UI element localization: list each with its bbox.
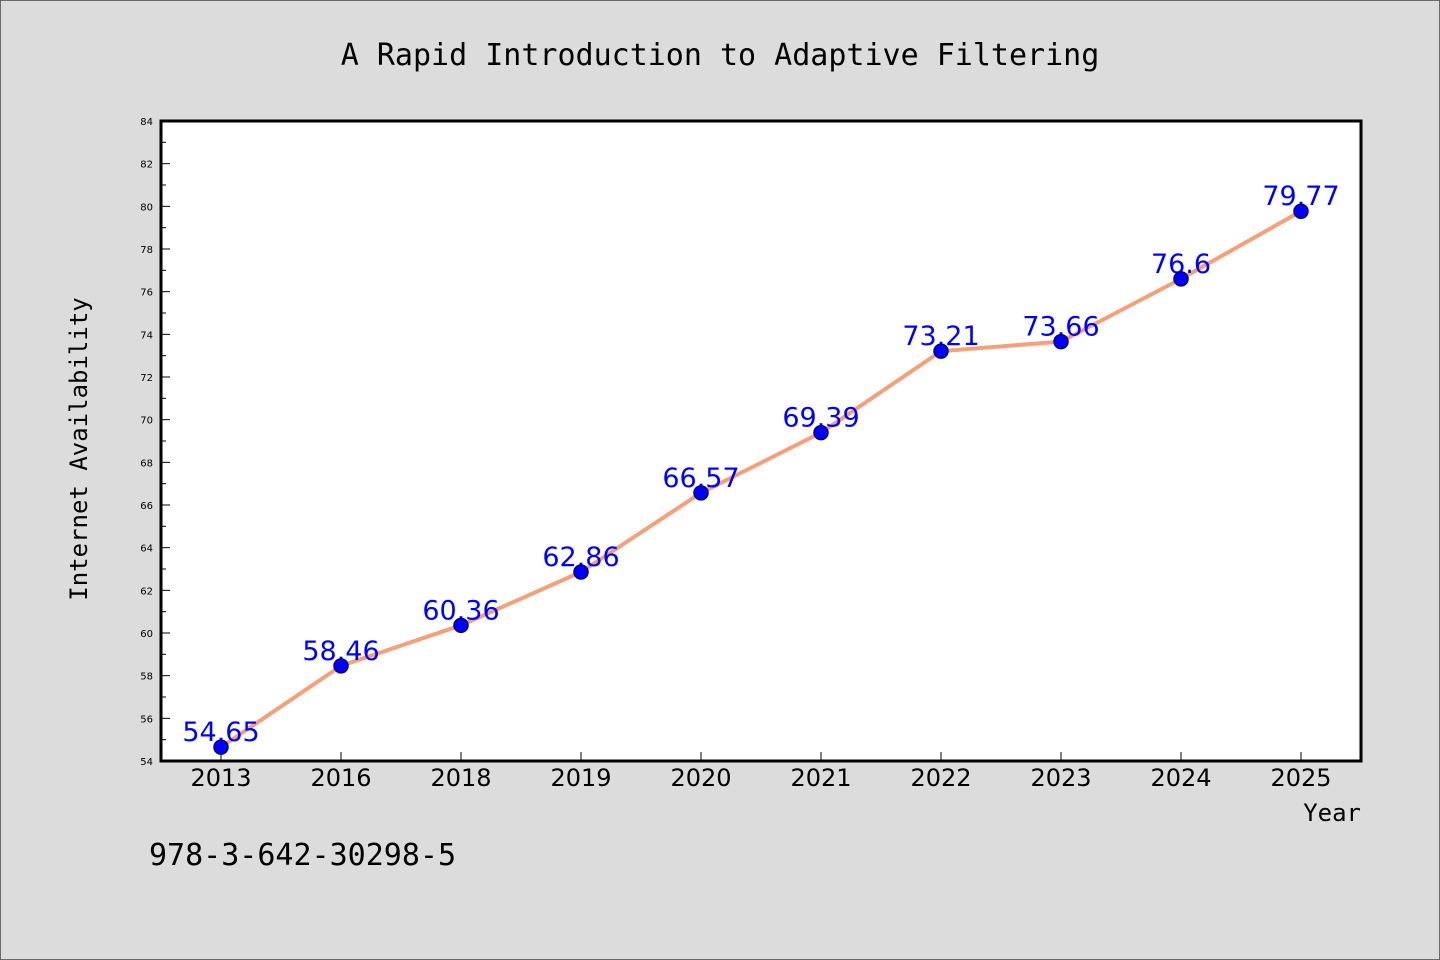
data-point xyxy=(453,617,469,634)
y-tick-label: 84 xyxy=(140,117,153,128)
data-point xyxy=(933,343,949,359)
plot-frame xyxy=(159,119,1363,763)
x-tick-label: 2013 xyxy=(190,764,251,792)
y-tick-label: 76 xyxy=(140,288,153,299)
chart-title: A Rapid Introduction to Adaptive Filteri… xyxy=(341,38,1100,73)
y-tick-label: 78 xyxy=(140,245,153,256)
y-tick-label: 60 xyxy=(140,629,153,640)
isbn-annotation: 978-3-642-30298-5 xyxy=(149,838,456,873)
x-tick-label: 2019 xyxy=(550,764,611,792)
x-tick-label: 2016 xyxy=(310,764,371,792)
y-tick-label: 80 xyxy=(140,202,153,213)
data-point xyxy=(813,424,829,441)
y-tick-label: 54 xyxy=(140,757,153,768)
series-line xyxy=(219,209,1303,750)
y-tick-label: 58 xyxy=(140,672,153,683)
data-point xyxy=(573,564,589,580)
y-tick-label: 62 xyxy=(140,586,153,597)
x-axis: 2013 2016 2018 2019 2020 2021 2022 2023 2024 2025 xyxy=(190,752,1332,792)
x-tick-label: 2024 xyxy=(1150,764,1211,792)
x-axis-label: Year xyxy=(1303,799,1361,827)
y-tick-label: 74 xyxy=(140,330,153,341)
x-tick-label: 2022 xyxy=(910,764,971,792)
data-point xyxy=(1053,333,1069,350)
x-tick-label: 2023 xyxy=(1030,764,1091,792)
x-tick-label: 2025 xyxy=(1270,764,1331,792)
x-tick-label: 2021 xyxy=(790,764,851,792)
x-tick-label: 2018 xyxy=(430,764,491,792)
y-tick-label: 72 xyxy=(140,373,153,384)
data-point xyxy=(693,485,709,501)
y-tick-label: 82 xyxy=(140,160,153,171)
y-tick-label: 66 xyxy=(140,501,153,512)
data-point xyxy=(1173,271,1189,287)
y-tick-label: 56 xyxy=(140,714,153,725)
y-tick-label: 70 xyxy=(140,416,153,427)
data-point xyxy=(333,658,349,674)
y-tick-label: 64 xyxy=(140,544,153,555)
plot-area xyxy=(161,121,1361,761)
x-tick-label: 2020 xyxy=(670,764,731,792)
data-point xyxy=(213,739,229,755)
y-axis-label: Internet Availability xyxy=(65,297,93,600)
data-point xyxy=(1293,203,1309,219)
y-tick-label: 68 xyxy=(140,458,153,469)
